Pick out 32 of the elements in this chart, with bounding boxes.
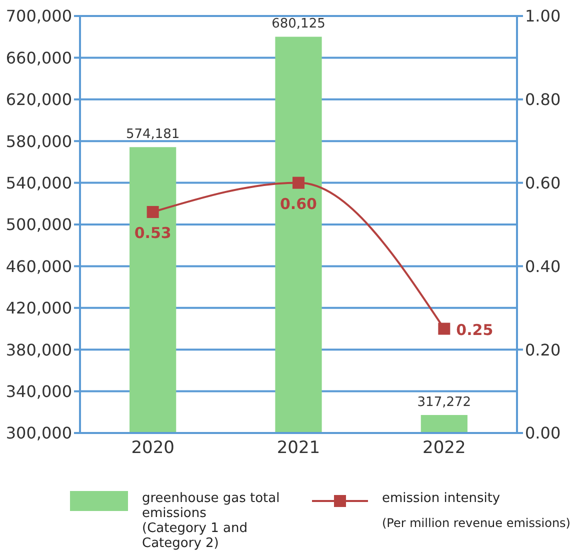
- data-label: 0.25: [456, 320, 494, 339]
- x-tick-label: 2021: [276, 438, 320, 458]
- point: [438, 322, 450, 335]
- y-tick-label: 380,000: [6, 340, 72, 360]
- y2-tick-label: 0.20: [525, 340, 561, 360]
- y2-tick-label: 0.00: [525, 424, 561, 443]
- y-tick-label: 300,000: [6, 424, 72, 443]
- y-tick-label: 700,000: [6, 6, 72, 26]
- y-tick-label: 340,000: [6, 382, 72, 401]
- point: [292, 176, 304, 189]
- legend-label: emission intensity: [382, 491, 502, 506]
- y2-tick-label: 0.60: [525, 173, 561, 192]
- y-tick-label: 620,000: [6, 90, 72, 110]
- data-label: 0.53: [134, 224, 172, 242]
- y2-tick-label: 0.80: [525, 90, 561, 110]
- y-tick-label: 420,000: [6, 298, 72, 318]
- x-tick-label: 2020: [131, 438, 174, 458]
- y-tick-label: 660,000: [6, 48, 72, 68]
- legend-label: greenhouse gas total emissions (Category 1 and Category 2): [142, 491, 281, 551]
- y-tick-label: 540,000: [6, 173, 72, 192]
- y-tick-label: 460,000: [6, 256, 72, 276]
- data-label: 680,125: [272, 16, 326, 32]
- data-label: 574,181: [126, 127, 180, 142]
- text: (Per million revenue emissions): [382, 516, 572, 530]
- point: [146, 206, 159, 218]
- y2-tick-label: 1.00: [525, 6, 561, 26]
- data-label: 0.60: [280, 194, 318, 213]
- y2-tick-label: 0.40: [525, 256, 561, 276]
- x-tick-label: 2022: [422, 438, 466, 458]
- y-tick-label: 500,000: [6, 215, 72, 234]
- y-tick-label: 580,000: [6, 132, 72, 151]
- data-label: 317,272: [417, 394, 472, 410]
